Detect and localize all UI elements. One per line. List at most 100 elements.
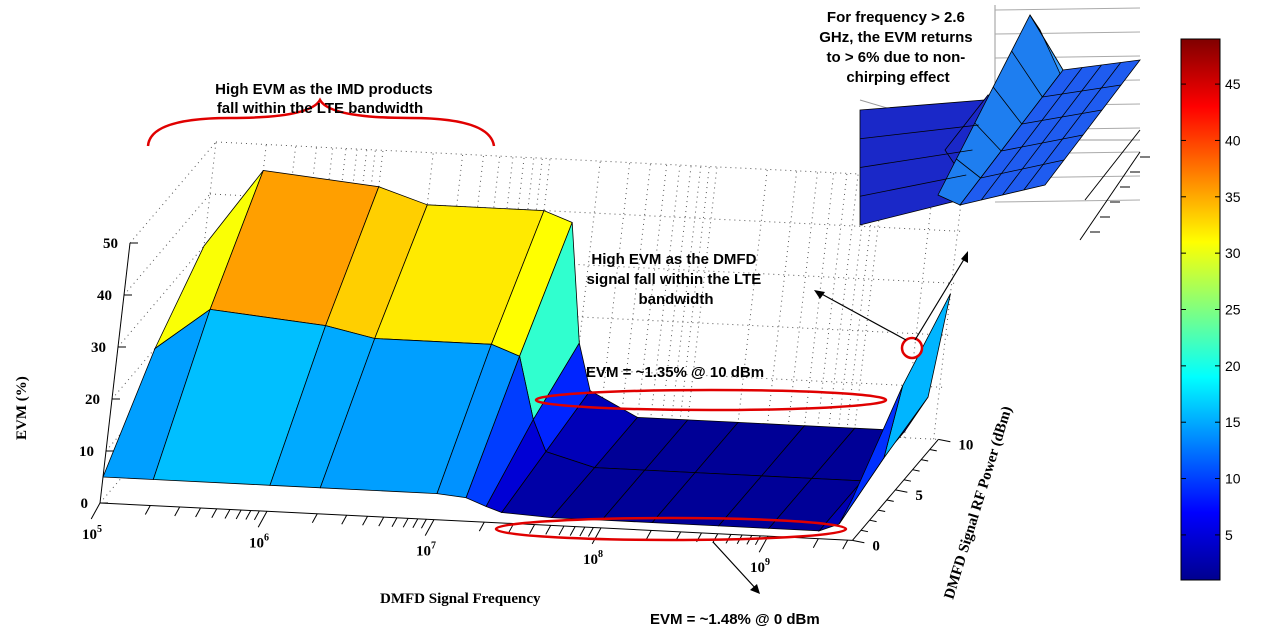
x-tick-mark-17	[420, 518, 427, 529]
inset-grid-0	[994, 7, 1141, 11]
x-tick-mark-31	[712, 533, 719, 543]
x-tick-mark-22	[545, 525, 552, 535]
x-tick-mark-12	[362, 516, 368, 526]
y-tick-label-2: 10	[958, 437, 973, 453]
x-tick-mark-2	[174, 506, 181, 517]
x-tick-label-1: 106	[249, 532, 269, 551]
x-tick-mark-15	[402, 518, 409, 528]
imd-annotation: High EVM as the IMD products fall within…	[215, 81, 437, 117]
x-tick-mark-21	[529, 524, 535, 534]
colorbar-tick-label-5: 30	[1225, 245, 1241, 261]
inset-low-grid-2	[859, 149, 973, 168]
x-tick-mark-18	[424, 519, 435, 536]
inset-annotation: For frequency > 2.6 GHz, the EVM returns…	[819, 9, 977, 86]
inset-grid-1	[994, 31, 1141, 35]
grid-line-x-25	[670, 166, 702, 427]
x-tick-mark-28	[645, 530, 652, 540]
grid-line-side-5	[129, 141, 217, 244]
grid-line-x-23	[649, 165, 681, 426]
x-tick-base-2: 10	[416, 544, 431, 560]
grid-line-x-37	[903, 177, 935, 438]
inset-plateau-grid-b-3	[1023, 62, 1122, 191]
grid-line-x-20	[599, 162, 631, 423]
y-tick-mark-4	[886, 499, 894, 502]
grid-line-x-38	[933, 179, 965, 440]
colorbar-ticks: 5 10 15 20 25 30 35 40 45	[1181, 76, 1241, 543]
x-tick-mark-27	[591, 527, 602, 545]
x-tick-base-4: 10	[750, 560, 765, 576]
inset-low-grid-3	[859, 174, 967, 197]
inset-low-grid-1	[859, 124, 979, 140]
z-tick-label-3: 30	[91, 340, 106, 356]
x-tick-base-0: 10	[82, 527, 97, 543]
colorbar-gradient	[1180, 38, 1221, 581]
annotation-text: High EVM as the IMD products fall within…	[215, 9, 977, 628]
x-tick-mark-24	[569, 526, 576, 536]
x-tick-exp-3: 8	[598, 549, 603, 560]
x-tick-mark-5	[224, 509, 231, 519]
colorbar-tick-label-6: 35	[1225, 189, 1241, 205]
inset-spike-grid-1	[956, 158, 981, 179]
dmfd-annotation: High EVM as the DMFD signal fall within …	[587, 251, 766, 308]
evm-high-annotation: EVM = ~1.35% @ 10 dBm	[586, 364, 764, 381]
inset-axis-1	[1084, 129, 1141, 201]
x-tick-mark-9	[257, 511, 268, 528]
dmfd-annotation-line-3: bandwidth	[639, 291, 714, 308]
z-tick-label-4: 40	[97, 288, 112, 304]
dmfd-annotation-line-2: signal fall within the LTE	[587, 271, 762, 288]
grid-line-x-19	[569, 161, 601, 422]
colorbar-tick-label-8: 45	[1225, 76, 1241, 92]
grid-line-x-26	[678, 166, 710, 427]
imd-brace	[146, 97, 496, 147]
x-tick-mark-8	[253, 510, 260, 521]
inset-arrow	[914, 255, 967, 341]
y-tick-mark-3	[878, 509, 886, 512]
annotation-shapes	[146, 97, 968, 594]
y-tick-mark-6	[903, 479, 912, 482]
colorbar-tick-label-3: 20	[1225, 358, 1241, 374]
x-tick-exp-0: 5	[97, 524, 102, 535]
inset-spike-grid-2	[974, 122, 1002, 152]
axes	[90, 242, 951, 553]
x-tick-mark-6	[235, 509, 242, 520]
inset-spike-grid-4	[1011, 50, 1043, 98]
grid-line-x-35	[845, 174, 877, 435]
z-axis-label: EVM (%)	[14, 376, 30, 440]
colorbar: 5 10 15 20 25 30 35 40 45	[1180, 38, 1241, 581]
y-tick-mark-5	[895, 489, 908, 493]
z-axis-line	[99, 242, 131, 504]
grid-line-x-32	[816, 173, 848, 434]
x-tick-mark-38	[842, 539, 849, 550]
grid-line-x-34	[837, 174, 869, 435]
x-tick-mark-10	[311, 513, 318, 524]
x-tick-label-3: 108	[583, 549, 603, 568]
x-tick-base-1: 10	[249, 535, 264, 551]
grid-line-x-31	[803, 172, 835, 433]
grid-line-side-3	[117, 245, 205, 348]
x-axis-line	[99, 502, 853, 541]
x-tick-mark-16	[412, 518, 419, 529]
z-tick-label-2: 20	[85, 392, 100, 408]
imd-annotation-line-1: High EVM as the IMD products	[215, 81, 433, 98]
x-tick-mark-13	[378, 516, 385, 527]
x-tick-exp-1: 6	[264, 532, 269, 543]
colorbar-tick-label-2: 15	[1225, 414, 1241, 430]
grid-line-z-5	[215, 141, 969, 180]
x-tick-exp-2: 7	[431, 541, 436, 552]
evm-low-arrow-head	[750, 584, 760, 594]
grid-line-x-21	[620, 163, 652, 424]
surface-patch-1-14	[883, 293, 951, 459]
x-tick-mark-0	[90, 502, 101, 520]
inset-arrow-head	[961, 251, 968, 263]
colorbar-tick-label-4: 25	[1225, 302, 1241, 318]
inset-annotation-line-3: to > 6% due to non-	[827, 49, 966, 66]
inset-plateau-grid-b-1	[980, 67, 1083, 201]
x-tick-mark-23	[558, 525, 565, 536]
colorbar-tick-label-7: 40	[1225, 132, 1241, 148]
x-tick-mark-35	[754, 535, 761, 546]
inset-axis-0	[1079, 151, 1141, 241]
peak-circle	[900, 336, 924, 360]
x-tick-mark-26	[587, 527, 594, 537]
